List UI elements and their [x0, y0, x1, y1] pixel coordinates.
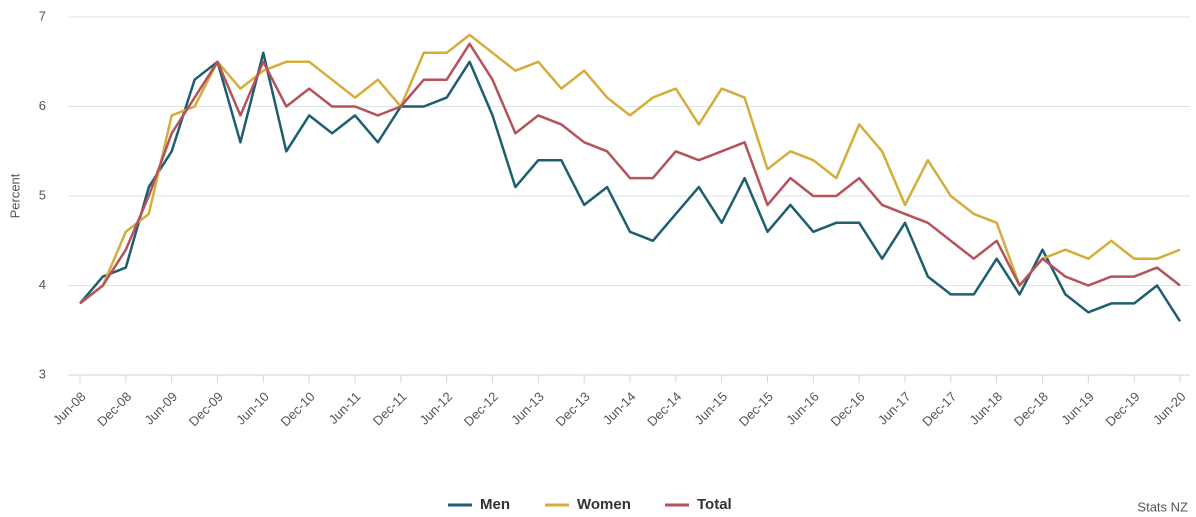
x-tick-label: Jun-10 [233, 389, 272, 428]
x-tick-label: Dec-14 [644, 389, 684, 429]
x-tick-label: Dec-13 [552, 389, 592, 429]
legend-label: Men [480, 496, 510, 513]
y-tick-label: 5 [39, 187, 46, 202]
x-tick-label: Dec-17 [919, 389, 959, 429]
x-tick-label: Jun-19 [1058, 389, 1097, 428]
series-line [79, 33, 1181, 305]
x-tick-label: Dec-18 [1011, 389, 1051, 429]
x-tick-label: Jun-20 [1150, 389, 1189, 428]
x-tick-label: Dec-16 [827, 389, 867, 429]
x-tick-label: Jun-17 [875, 389, 914, 428]
y-tick-label: 6 [39, 98, 46, 113]
x-tick-label: Dec-08 [94, 389, 134, 429]
source: Stats NZ [1137, 499, 1188, 514]
y-tick-label: 7 [39, 8, 46, 23]
x-tick-label: Jun-13 [508, 389, 547, 428]
x-tick-label: Jun-09 [142, 389, 181, 428]
y-tick-label: 3 [39, 366, 46, 381]
x-tick-label: Jun-18 [967, 389, 1006, 428]
x-tick-label: Jun-16 [783, 389, 822, 428]
series-line [79, 51, 1182, 322]
x-tick-label: Dec-15 [736, 389, 776, 429]
x-tick-label: Dec-10 [277, 389, 317, 429]
x-tick-label: Dec-11 [370, 389, 410, 429]
y-axis-label: Percent [7, 173, 22, 218]
y-tick-label: 4 [39, 277, 46, 292]
series-line [79, 42, 1181, 305]
x-tick-label: Dec-19 [1102, 389, 1142, 429]
legend-label: Women [577, 496, 631, 513]
x-tick-label: Jun-08 [50, 389, 89, 428]
x-tick-label: Jun-11 [326, 389, 364, 427]
x-tick-label: Dec-12 [461, 389, 501, 429]
x-tick-label: Jun-15 [692, 389, 731, 428]
x-tick-label: Jun-14 [600, 389, 639, 428]
legend-label: Total [697, 496, 732, 513]
x-tick-label: Jun-12 [417, 389, 456, 428]
x-tick-label: Dec-09 [186, 389, 226, 429]
